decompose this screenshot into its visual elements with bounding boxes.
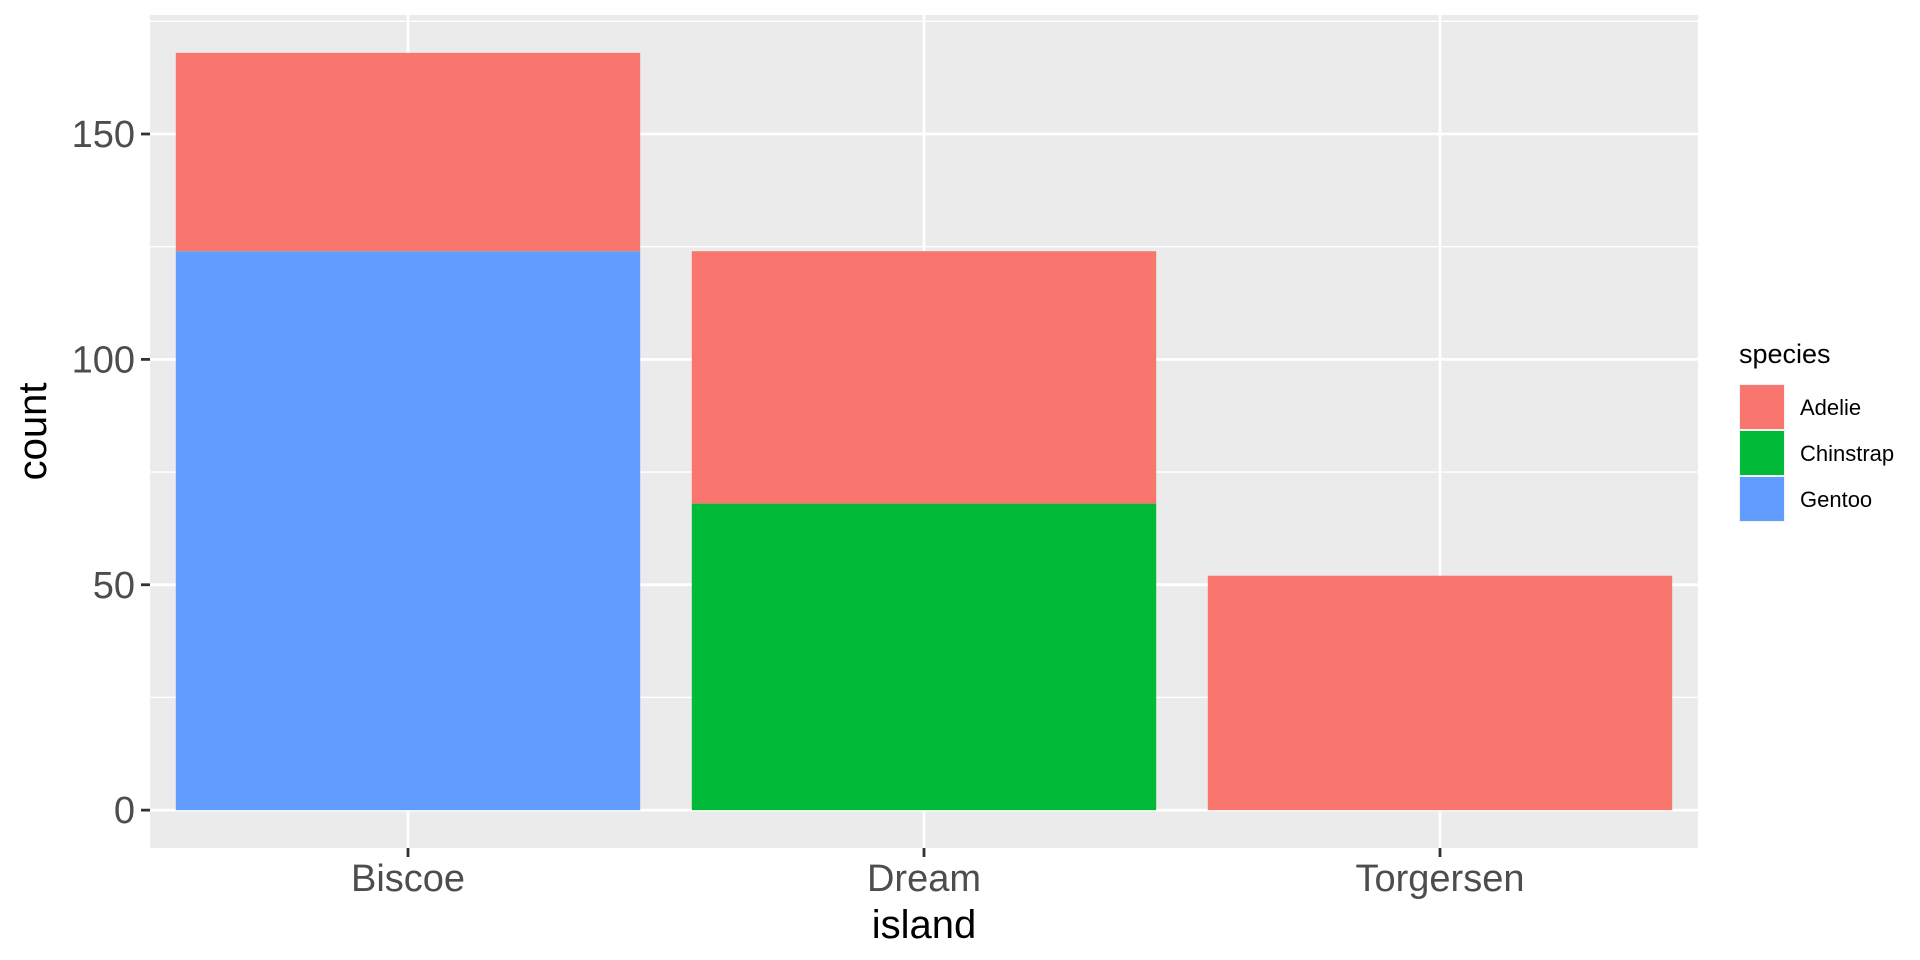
x-tick-label-biscoe: Biscoe [351,858,465,900]
legend-swatch-adelie [1740,385,1784,429]
y-tick-label: 100 [72,339,135,381]
y-axis: 0 50 100 150 [72,114,150,832]
y-tick-label: 50 [93,565,135,607]
x-tick-label-dream: Dream [867,858,981,900]
legend-label-gentoo: Gentoo [1800,487,1872,512]
bar-biscoe-adelie [175,52,641,252]
x-axis-title: island [872,903,977,947]
y-tick-label: 0 [114,790,135,832]
y-axis-title: count [11,383,55,481]
bar-dream-adelie [691,251,1157,504]
legend-label-chinstrap: Chinstrap [1800,441,1894,466]
legend-swatch-chinstrap [1740,431,1784,475]
legend-title: species [1739,339,1831,369]
legend-swatch-gentoo [1740,477,1784,521]
x-axis: Biscoe Dream Torgersen [351,848,1525,900]
legend-label-adelie: Adelie [1800,395,1861,420]
y-tick-label: 150 [72,114,135,156]
legend: species Adelie Chinstrap Gentoo [1739,339,1894,522]
bar-torgersen-adelie [1207,575,1673,811]
bar-biscoe-gentoo [175,251,641,811]
x-tick-label-torgersen: Torgersen [1356,858,1525,900]
bars [175,52,1673,811]
bar-dream-chinstrap [691,503,1157,811]
